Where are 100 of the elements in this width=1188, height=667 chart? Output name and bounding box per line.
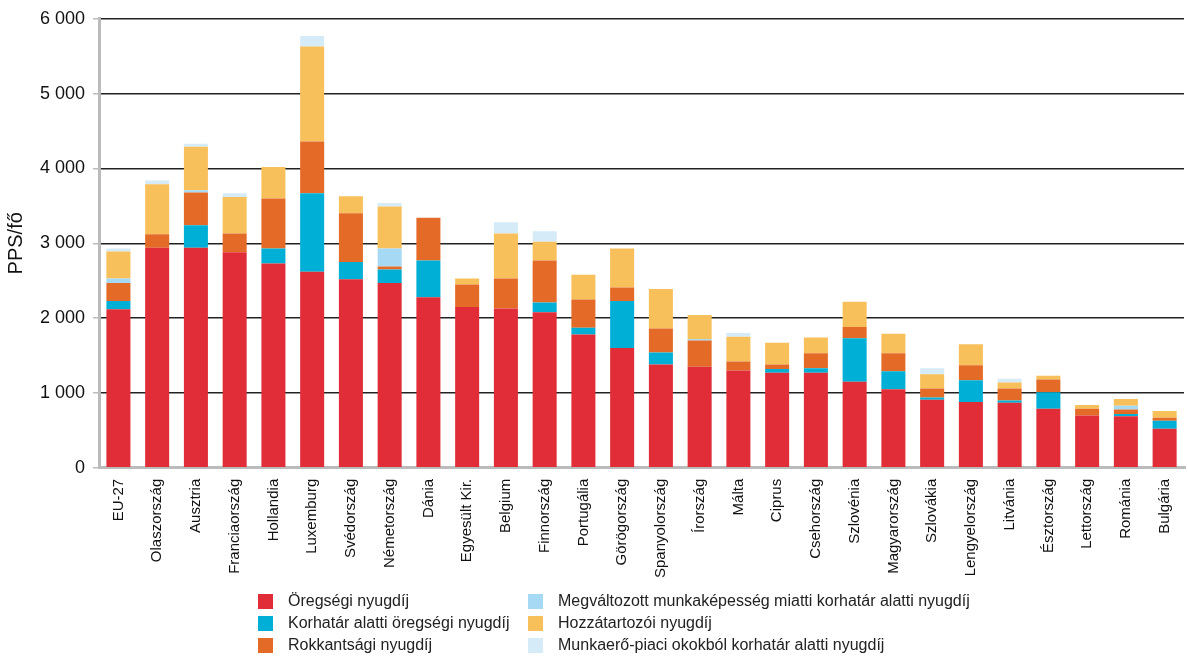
bar	[920, 399, 945, 468]
bar	[455, 278, 480, 285]
bar	[416, 217, 441, 261]
x-tick-label: EU-27	[108, 478, 126, 522]
y-axis-title: PPS/fő	[3, 212, 26, 275]
x-tick-label: Észtország	[1038, 478, 1056, 553]
bar	[377, 202, 402, 207]
bar	[106, 248, 131, 252]
x-tick-label: Belgium	[496, 478, 514, 533]
bar	[300, 36, 325, 47]
bar	[726, 333, 751, 337]
bar	[571, 274, 596, 300]
bar	[571, 334, 596, 468]
bar	[106, 251, 131, 279]
bar	[106, 278, 131, 283]
bar	[338, 279, 363, 468]
x-tick-label: Románia	[1116, 478, 1134, 539]
bar	[571, 327, 596, 335]
bar	[455, 306, 480, 468]
bar	[261, 263, 286, 468]
bar	[300, 271, 325, 468]
bar	[493, 308, 518, 468]
bar	[300, 46, 325, 142]
bar	[997, 388, 1022, 401]
bar	[1036, 379, 1061, 393]
bar	[377, 269, 402, 283]
bar	[997, 400, 1022, 403]
x-tick-label: Bulgária	[1154, 478, 1172, 534]
bar	[920, 368, 945, 375]
bar	[106, 282, 131, 301]
bar	[958, 380, 983, 402]
x-tick-label: Franciaország	[224, 478, 242, 574]
bar	[842, 338, 867, 382]
bar	[958, 401, 983, 468]
bar	[338, 196, 363, 214]
bar	[881, 371, 906, 390]
bar	[958, 365, 983, 381]
bar	[183, 143, 208, 147]
x-tick-label: Spanyolország	[651, 478, 669, 579]
bar	[222, 233, 247, 253]
bar	[765, 342, 790, 365]
bar	[532, 312, 557, 468]
bar	[1113, 398, 1138, 406]
bar	[997, 402, 1022, 468]
x-tick-label: Lengyelország	[961, 478, 979, 577]
legend-label: Munkaerő-piaci okokból korhatár alatti nyugdíj	[558, 636, 885, 654]
bar	[610, 248, 635, 288]
x-tick-label: Csehország	[806, 478, 824, 559]
bar	[377, 282, 402, 468]
bar	[183, 225, 208, 248]
bar	[338, 261, 363, 280]
bar	[1152, 410, 1177, 418]
bar	[1075, 415, 1100, 468]
x-tick-label: Luxemburg	[302, 478, 320, 554]
bar	[881, 353, 906, 372]
bar	[1113, 416, 1138, 468]
bar	[222, 193, 247, 197]
x-tick-label: Litvánia	[999, 478, 1017, 531]
bar	[183, 146, 208, 191]
bar	[1152, 428, 1177, 468]
bar	[493, 278, 518, 309]
bar	[377, 206, 402, 249]
bar	[1152, 420, 1177, 429]
x-tick-label: Egyesült Kir.	[457, 478, 475, 563]
bar	[183, 192, 208, 226]
bar	[648, 364, 673, 468]
bar	[377, 248, 402, 267]
legend-label: Öregségi nyugdíj	[288, 592, 409, 610]
bar	[416, 297, 441, 468]
bar	[803, 353, 828, 369]
bar	[377, 266, 402, 270]
bar	[997, 382, 1022, 389]
x-tick-label: Finnország	[534, 478, 552, 553]
bar	[610, 287, 635, 301]
y-tick-label: 2 000	[40, 307, 86, 328]
bar	[842, 381, 867, 468]
bar	[920, 388, 945, 398]
legend-label: Rokkantsági nyugdíj	[288, 636, 433, 654]
x-tick-label: Dánia	[418, 478, 436, 518]
bar	[261, 248, 286, 264]
bar	[106, 309, 131, 468]
x-tick-label: Ciprus	[767, 478, 785, 523]
bar	[687, 366, 712, 468]
bar	[1036, 408, 1061, 468]
bar	[145, 247, 170, 468]
x-tick-label: Szlovénia	[844, 478, 862, 544]
bar	[145, 184, 170, 235]
bar	[1113, 409, 1138, 414]
bar	[532, 302, 557, 313]
bar	[842, 327, 867, 339]
legend-label: Korhatár alatti öregségi nyugdíj	[288, 614, 510, 632]
bar	[338, 213, 363, 262]
bar	[687, 340, 712, 367]
bar	[1152, 417, 1177, 421]
bar	[222, 196, 247, 234]
bar	[300, 141, 325, 194]
y-tick-label: 3 000	[40, 232, 86, 253]
y-tick-label: 0	[75, 456, 86, 477]
x-tick-label: Hollandia	[263, 478, 281, 542]
bar	[493, 233, 518, 279]
